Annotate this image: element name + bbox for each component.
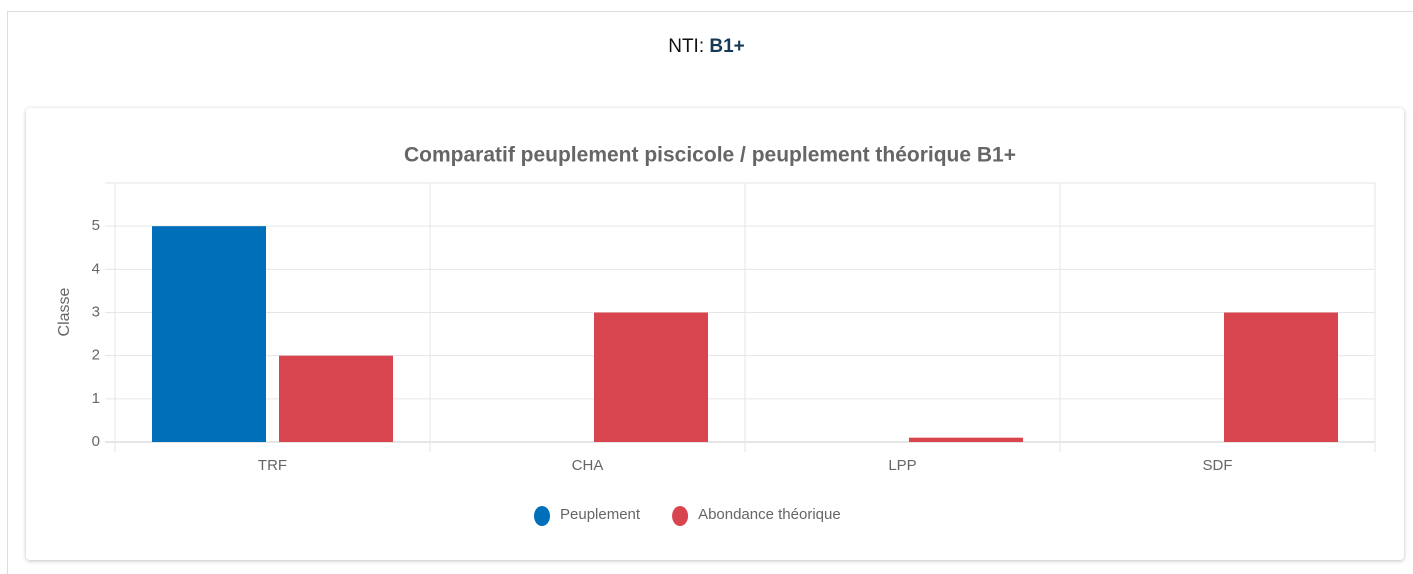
nti-header: NTI: B1+: [0, 36, 1413, 58]
y-tick-label: 1: [92, 390, 100, 407]
bar: [152, 226, 266, 442]
y-tick-label: 2: [92, 347, 100, 364]
legend-marker: [534, 506, 550, 526]
x-tick-label: CHA: [572, 457, 604, 474]
y-tick-label: 4: [92, 260, 100, 277]
nti-label: NTI:: [668, 36, 705, 57]
bar: [909, 437, 1023, 442]
y-tick-label: 5: [92, 217, 100, 234]
x-tick-label: SDF: [1203, 457, 1233, 474]
bar: [279, 355, 393, 442]
legend-marker: [672, 506, 689, 526]
bar: [1224, 312, 1338, 442]
x-tick-label: LPP: [888, 457, 916, 474]
bar: [594, 312, 708, 442]
chart-title: Comparatif peuplement piscicole / peuple…: [404, 144, 1016, 167]
nti-value: B1+: [709, 36, 745, 57]
y-axis-label: Classe: [56, 287, 73, 336]
x-tick-label: TRF: [258, 457, 287, 474]
legend-label: Peuplement: [560, 506, 641, 523]
legend-label: Abondance théorique: [698, 506, 841, 523]
page-frame: [7, 11, 1413, 574]
y-tick-label: 3: [92, 303, 100, 320]
y-tick-label: 0: [92, 433, 100, 450]
